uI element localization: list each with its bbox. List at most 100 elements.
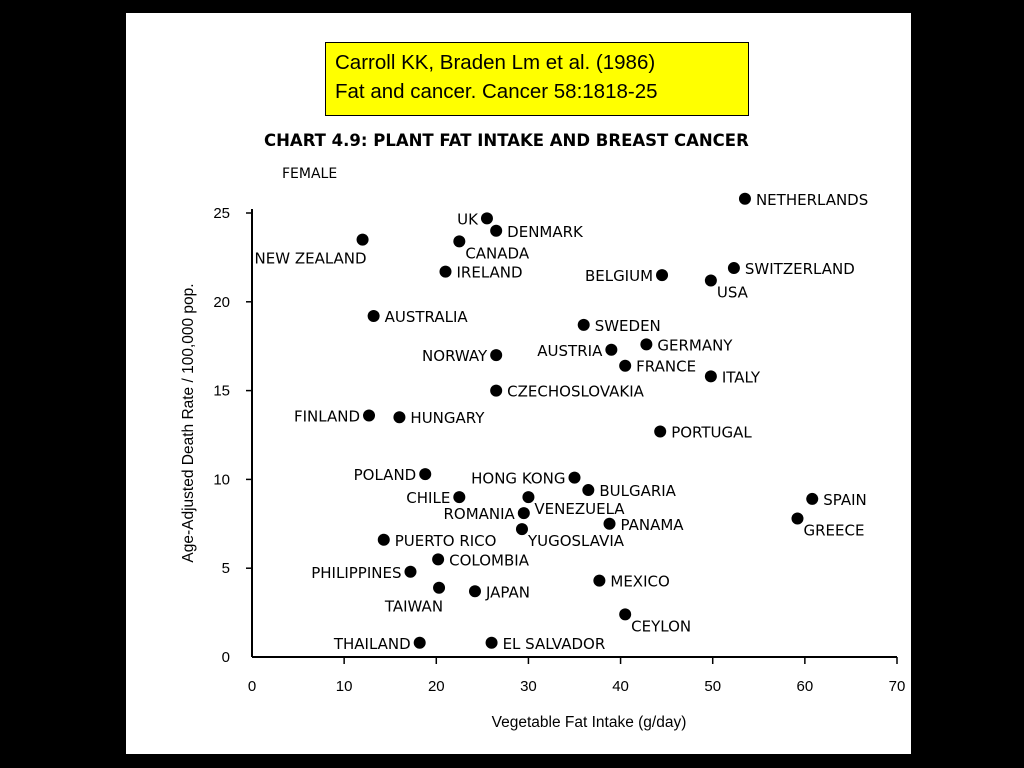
y-tick-label: 0: [222, 649, 230, 666]
point-marker: [490, 224, 503, 237]
axes: [251, 209, 897, 658]
y-axis-title: Age-Adjusted Death Rate / 100,000 pop.: [180, 283, 197, 562]
point-marker: [568, 471, 581, 484]
data-point-switzerland: SWITZERLAND: [727, 260, 855, 278]
x-tick-label: 70: [889, 678, 906, 695]
point-label: VENEZUELA: [534, 500, 625, 518]
data-point-panama: PANAMA: [603, 516, 684, 534]
data-point-thailand: THAILAND: [333, 635, 426, 653]
data-point-finland: FINLAND: [294, 407, 376, 425]
point-label: CZECHOSLOVAKIA: [507, 383, 644, 401]
point-marker: [413, 636, 426, 649]
point-marker: [419, 468, 432, 481]
point-marker: [453, 491, 466, 504]
point-label: CANADA: [465, 244, 530, 262]
point-marker: [490, 349, 503, 362]
point-marker: [468, 585, 481, 598]
data-point-austria: AUSTRIA: [537, 342, 618, 360]
point-label: NETHERLANDS: [756, 191, 868, 209]
point-marker: [367, 310, 380, 323]
data-point-philippines: PHILIPPINES: [311, 564, 417, 582]
point-marker: [480, 212, 493, 225]
point-marker: [582, 484, 595, 497]
point-marker: [377, 533, 390, 546]
point-label: HUNGARY: [410, 409, 485, 427]
point-label: PORTUGAL: [671, 423, 752, 441]
data-point-mexico: MEXICO: [593, 573, 670, 591]
y-tick-label: 15: [213, 383, 230, 400]
point-label: ROMANIA: [443, 505, 515, 523]
data-point-puerto-rico: PUERTO RICO: [377, 532, 497, 550]
data-point-taiwan: TAIWAN: [384, 581, 446, 616]
data-point-greece: GREECE: [791, 512, 864, 539]
data-point-netherlands: NETHERLANDS: [738, 191, 868, 209]
x-tick-label: 40: [612, 678, 629, 695]
point-marker: [738, 192, 751, 205]
y-tick-label: 20: [213, 294, 230, 311]
point-label: YUGOSLAVIA: [527, 532, 625, 550]
point-marker: [654, 425, 667, 438]
data-point-uk: UK: [457, 210, 493, 228]
point-label: NEW ZEALAND: [255, 250, 367, 268]
y-tick-label: 25: [213, 205, 230, 222]
data-point-italy: ITALY: [704, 368, 761, 386]
point-label: CHILE: [406, 489, 450, 507]
point-label: PUERTO RICO: [395, 532, 497, 550]
point-marker: [704, 274, 717, 287]
data-point-el-salvador: EL SALVADOR: [485, 635, 606, 653]
point-label: POLAND: [354, 466, 417, 484]
data-point-ceylon: CEYLON: [619, 608, 691, 635]
point-marker: [393, 411, 406, 424]
point-label: FRANCE: [636, 358, 696, 376]
point-marker: [619, 359, 632, 372]
point-label: FINLAND: [294, 407, 360, 425]
data-point-denmark: DENMARK: [490, 223, 584, 241]
point-label: JAPAN: [485, 583, 530, 601]
point-label: AUSTRIA: [537, 342, 603, 360]
point-label: TAIWAN: [384, 598, 443, 616]
chart-title: CHART 4.9: PLANT FAT INTAKE AND BREAST C…: [264, 131, 749, 150]
point-label: THAILAND: [333, 635, 411, 653]
data-point-chile: CHILE: [406, 489, 466, 507]
data-point-poland: POLAND: [354, 466, 432, 484]
citation-line-2: Fat and cancer. Cancer 58:1818-25: [335, 80, 658, 103]
point-label: BELGIUM: [585, 267, 653, 285]
chart-subtitle: FEMALE: [282, 166, 337, 182]
data-point-venezuela: VENEZUELA: [522, 491, 625, 518]
data-point-ireland: IRELAND: [439, 264, 523, 282]
point-label: EL SALVADOR: [503, 635, 606, 653]
data-point-hungary: HUNGARY: [393, 409, 485, 427]
data-point-france: FRANCE: [619, 358, 696, 376]
point-label: GERMANY: [657, 336, 733, 354]
point-marker: [490, 384, 503, 397]
point-marker: [363, 409, 376, 422]
x-axis-title: Vegetable Fat Intake (g/day): [492, 714, 687, 731]
data-point-bulgaria: BULGARIA: [582, 482, 677, 500]
y-tick-label: 10: [213, 471, 230, 488]
point-label: SWEDEN: [595, 317, 661, 335]
point-label: NORWAY: [422, 347, 488, 365]
point-marker: [806, 492, 819, 505]
data-point-spain: SPAIN: [806, 491, 867, 509]
data-point-norway: NORWAY: [422, 347, 503, 365]
data-point-portugal: PORTUGAL: [654, 423, 752, 441]
point-label: CEYLON: [631, 617, 691, 635]
point-marker: [522, 491, 535, 504]
point-marker: [404, 565, 417, 578]
data-point-hong-kong: HONG KONG: [471, 470, 581, 488]
y-tick-label: 5: [222, 560, 230, 577]
data-point-czechoslovakia: CZECHOSLOVAKIA: [490, 383, 645, 401]
data-point-germany: GERMANY: [640, 336, 733, 354]
point-marker: [640, 338, 653, 351]
data-point-sweden: SWEDEN: [577, 317, 661, 335]
point-marker: [515, 523, 528, 536]
point-label: DENMARK: [507, 223, 584, 241]
point-marker: [432, 553, 445, 566]
data-point-yugoslavia: YUGOSLAVIA: [515, 523, 625, 550]
point-label: GREECE: [803, 521, 864, 539]
x-tick-label: 60: [797, 678, 814, 695]
x-tick-label: 30: [520, 678, 537, 695]
point-marker: [433, 581, 446, 594]
point-marker: [577, 318, 590, 331]
